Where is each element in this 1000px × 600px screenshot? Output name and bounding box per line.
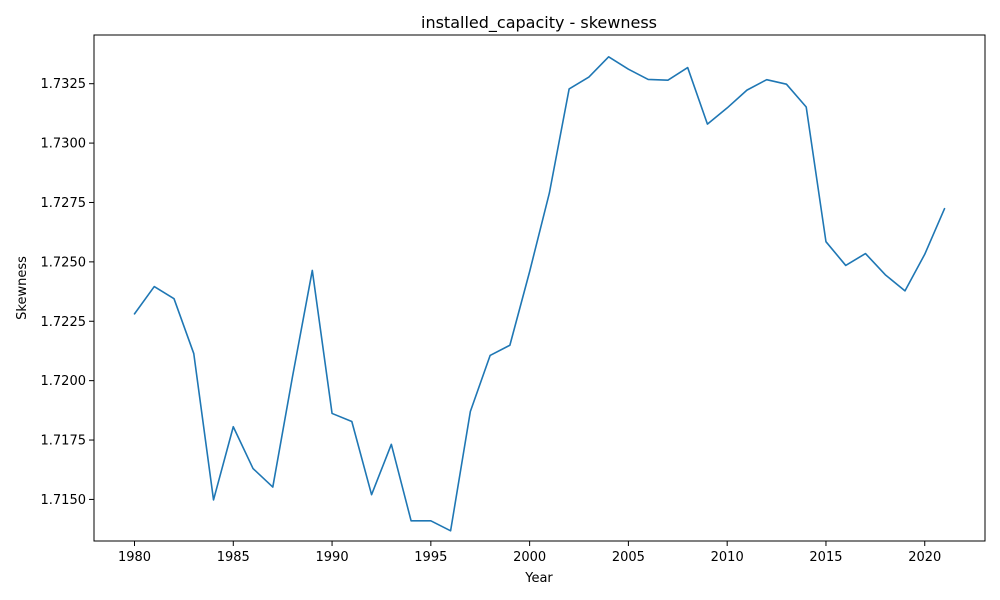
x-axis-ticks: 1980 1985 1990 1995 2000 2005 2010 2015 2020 xyxy=(118,541,941,565)
y-tick-label: 1.7275 xyxy=(41,196,87,211)
x-tick-label: 1980 xyxy=(118,550,151,565)
series-line xyxy=(133,56,946,532)
y-axis-title: Skewness xyxy=(15,256,30,320)
y-tick-label: 1.7175 xyxy=(41,434,87,449)
y-tick-label: 1.7150 xyxy=(41,493,87,508)
y-tick-label: 1.7300 xyxy=(41,137,87,152)
y-axis-ticks: 1.7150 1.7175 1.7200 1.7225 1.7250 1.7275 1.73… xyxy=(41,77,94,508)
y-tick-label: 1.7250 xyxy=(41,255,87,270)
x-tick-label: 2015 xyxy=(809,550,842,565)
y-tick-label: 1.7225 xyxy=(41,315,87,330)
chart-title: installed_capacity - skewness xyxy=(421,13,657,33)
y-tick-label: 1.7200 xyxy=(41,374,87,389)
y-tick-label: 1.7325 xyxy=(41,77,87,92)
x-tick-label: 1995 xyxy=(414,550,447,565)
x-tick-label: 2005 xyxy=(612,550,645,565)
x-tick-label: 1990 xyxy=(316,550,349,565)
x-tick-label: 2000 xyxy=(513,550,546,565)
x-axis-title: Year xyxy=(524,571,553,586)
x-tick-label: 2010 xyxy=(711,550,744,565)
plot-frame xyxy=(93,34,986,542)
x-tick-label: 2020 xyxy=(908,550,941,565)
x-tick-label: 1985 xyxy=(217,550,250,565)
plot-area xyxy=(133,56,946,532)
